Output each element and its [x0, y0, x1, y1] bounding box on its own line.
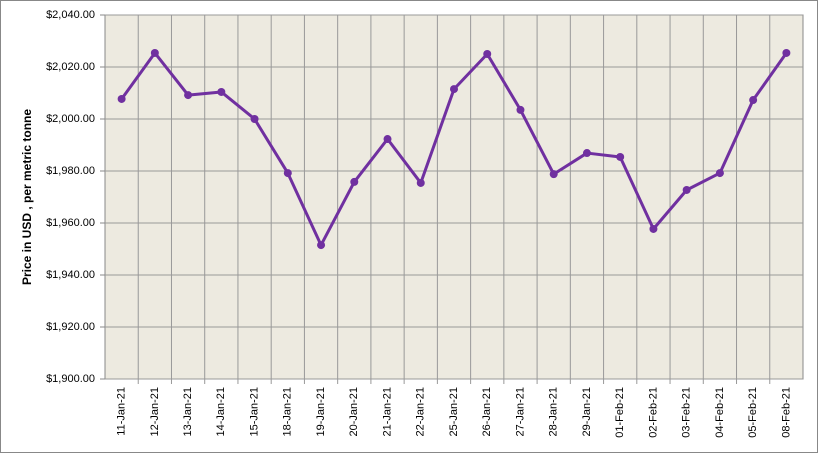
- data-point: [649, 224, 658, 233]
- x-tick-label: 29-Jan-21: [581, 387, 593, 437]
- x-tick-label: 25-Jan-21: [448, 387, 460, 437]
- y-tick-label: $1,920.00: [46, 321, 95, 333]
- x-tick-label: 19-Jan-21: [315, 387, 327, 437]
- data-point: [682, 185, 691, 194]
- y-tick-label: $1,980.00: [46, 165, 95, 177]
- data-point: [350, 177, 359, 186]
- x-tick-label: 03-Feb-21: [681, 387, 693, 438]
- x-tick-label: 15-Jan-21: [248, 387, 260, 437]
- x-tick-label: 13-Jan-21: [182, 387, 194, 437]
- data-point: [715, 169, 724, 178]
- data-point: [549, 170, 558, 179]
- data-point: [383, 135, 392, 144]
- x-tick-label: 26-Jan-21: [481, 387, 493, 437]
- y-axis-label: Price in USD , per metric tonne: [20, 109, 34, 285]
- data-point: [616, 152, 625, 161]
- x-tick-label: 20-Jan-21: [348, 387, 360, 437]
- data-point: [516, 105, 525, 114]
- x-tick-label: 01-Feb-21: [614, 387, 626, 438]
- x-tick-label: 05-Feb-21: [747, 387, 759, 438]
- data-point: [749, 96, 758, 105]
- y-tick-label: $1,940.00: [46, 269, 95, 281]
- data-point: [416, 178, 425, 187]
- plot-area: [104, 14, 804, 380]
- x-tick-label: 11-Jan-21: [116, 387, 128, 436]
- x-tick-label: 27-Jan-21: [514, 387, 526, 437]
- data-point: [782, 48, 791, 57]
- y-tick-label: $2,040.00: [46, 9, 95, 21]
- data-point: [483, 50, 492, 58]
- y-tick-label: $2,000.00: [46, 113, 95, 125]
- data-point: [317, 241, 326, 250]
- y-tick-label: $1,960.00: [46, 217, 95, 229]
- x-tick-label: 12-Jan-21: [149, 387, 161, 437]
- data-point: [150, 48, 159, 57]
- data-point: [117, 94, 126, 103]
- data-point: [283, 169, 292, 178]
- data-point: [582, 149, 591, 158]
- data-point: [184, 91, 193, 100]
- x-tick-label: 21-Jan-21: [381, 387, 393, 437]
- x-tick-label: 22-Jan-21: [415, 387, 427, 437]
- x-tick-label: 28-Jan-21: [548, 387, 560, 437]
- x-tick-label: 14-Jan-21: [215, 387, 227, 437]
- y-tick-label: $1,900.00: [46, 373, 95, 385]
- x-tick-label: 08-Feb-21: [780, 387, 792, 438]
- data-point: [450, 85, 458, 94]
- y-tick-label: $2,020.00: [46, 61, 95, 73]
- x-tick-label: 04-Feb-21: [714, 387, 726, 438]
- data-point: [250, 115, 259, 123]
- x-tick-label: 18-Jan-21: [282, 387, 294, 437]
- data-point: [217, 87, 226, 96]
- x-tick-label: 02-Feb-21: [647, 387, 659, 438]
